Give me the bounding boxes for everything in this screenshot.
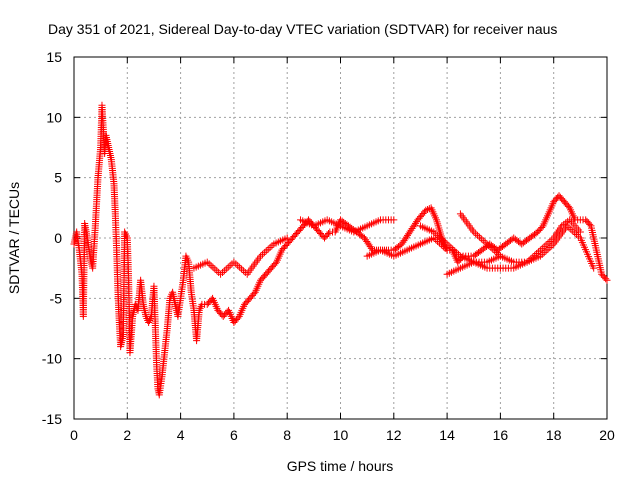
data-point (264, 245, 272, 253)
data-point (213, 267, 221, 275)
data-point (325, 229, 333, 237)
data-point (602, 275, 610, 283)
data-point (458, 254, 466, 262)
y-axis-label: SDTVAR / TECUs (6, 182, 22, 294)
data-point (224, 263, 232, 271)
data-point (271, 260, 279, 268)
data-point (262, 247, 270, 255)
y-tick-label: -10 (42, 351, 62, 367)
data-point (283, 234, 291, 242)
y-tick-label: -5 (50, 290, 63, 306)
data-point (234, 262, 242, 270)
data-point (234, 314, 242, 322)
x-tick-label: 10 (333, 427, 349, 443)
data-point (250, 290, 258, 298)
data-point (538, 223, 546, 231)
data-point (217, 270, 225, 278)
data-point (226, 262, 234, 270)
data-point (209, 263, 217, 271)
x-tick-label: 6 (230, 427, 238, 443)
x-tick-label: 0 (70, 427, 78, 443)
data-point (590, 264, 598, 272)
data-point (576, 228, 584, 236)
data-point (390, 216, 398, 224)
x-axis-label: GPS time / hours (287, 458, 394, 474)
x-axis-ticks: 0 2 4 6 8 10 12 14 16 18 20 (70, 57, 615, 443)
y-tick-label: 0 (54, 230, 62, 246)
data-point (236, 263, 244, 271)
x-tick-label: 8 (283, 427, 291, 443)
data-point (205, 260, 213, 268)
y-tick-label: -15 (42, 411, 62, 427)
data-point (496, 264, 504, 272)
y-tick-label: 15 (46, 49, 62, 65)
y-axis-ticks: -15 -10 -5 0 5 10 15 (42, 49, 607, 427)
x-tick-label: 16 (493, 427, 509, 443)
data-point (472, 230, 480, 238)
data-point (266, 243, 274, 251)
data-point (239, 267, 247, 275)
data-point (564, 202, 572, 210)
x-tick-label: 20 (599, 427, 615, 443)
data-point (218, 268, 226, 276)
x-tick-label: 4 (177, 427, 185, 443)
data-point (260, 249, 268, 257)
data-point (222, 265, 230, 273)
chart-title: Day 351 of 2021, Sidereal Day-to-day VTE… (48, 21, 557, 37)
data-point (220, 267, 228, 275)
data-points (70, 101, 611, 399)
data-point (603, 276, 611, 284)
y-tick-label: 5 (54, 170, 62, 186)
data-point (232, 260, 240, 268)
data-point (443, 246, 451, 254)
data-point (475, 233, 483, 241)
data-point (477, 235, 485, 243)
x-tick-label: 18 (546, 427, 562, 443)
data-point (207, 262, 215, 270)
x-tick-label: 2 (123, 427, 131, 443)
data-point (238, 265, 246, 273)
data-point (230, 258, 238, 266)
x-tick-label: 12 (386, 427, 402, 443)
data-point (211, 265, 219, 273)
data-point (422, 206, 430, 214)
data-point (258, 250, 266, 258)
y-tick-label: 10 (46, 109, 62, 125)
x-tick-label: 14 (439, 427, 455, 443)
data-point (586, 220, 594, 228)
